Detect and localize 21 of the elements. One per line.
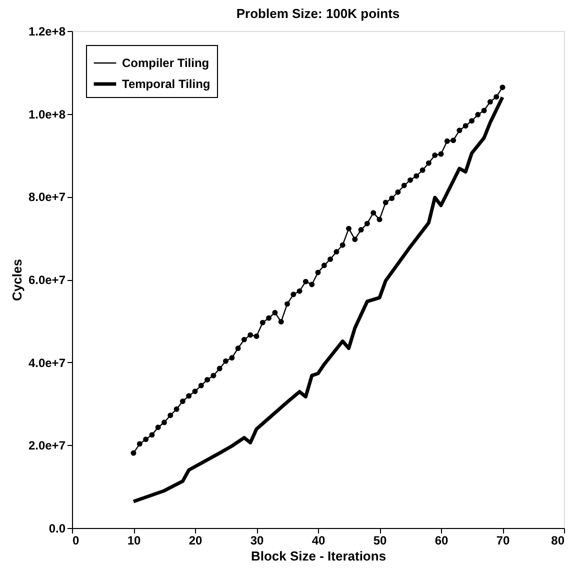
y-tick-label: 0.0 [48, 522, 66, 536]
x-tick-label: 20 [188, 534, 202, 548]
y-axis-title: Cycles [9, 259, 24, 301]
x-tick-label: 30 [250, 534, 264, 548]
x-tick-label: 0 [72, 534, 80, 548]
x-tick-label: 60 [434, 534, 448, 548]
x-tick-label: 70 [496, 534, 510, 548]
legend-label: Temporal Tiling [122, 77, 210, 91]
x-tick-label: 50 [373, 534, 387, 548]
y-tick-label: 8.0e+7 [28, 190, 66, 204]
y-tick-label: 2.0e+7 [28, 438, 66, 453]
legend-label: Compiler Tiling [122, 56, 210, 70]
y-tick-label: 1.2e+8 [28, 24, 66, 38]
x-tick-label: 40 [312, 534, 326, 548]
y-tick-label: 1.0e+8 [28, 107, 66, 122]
chart-title: Problem Size: 100K points [236, 6, 400, 21]
y-tick-label: 4.0e+7 [28, 356, 66, 370]
y-tick-label: 6.0e+7 [28, 273, 66, 287]
x-axis-title: Block Size - Iterations [250, 548, 386, 564]
x-tick-label: 80 [551, 534, 565, 548]
x-tick-label: 10 [127, 534, 141, 548]
